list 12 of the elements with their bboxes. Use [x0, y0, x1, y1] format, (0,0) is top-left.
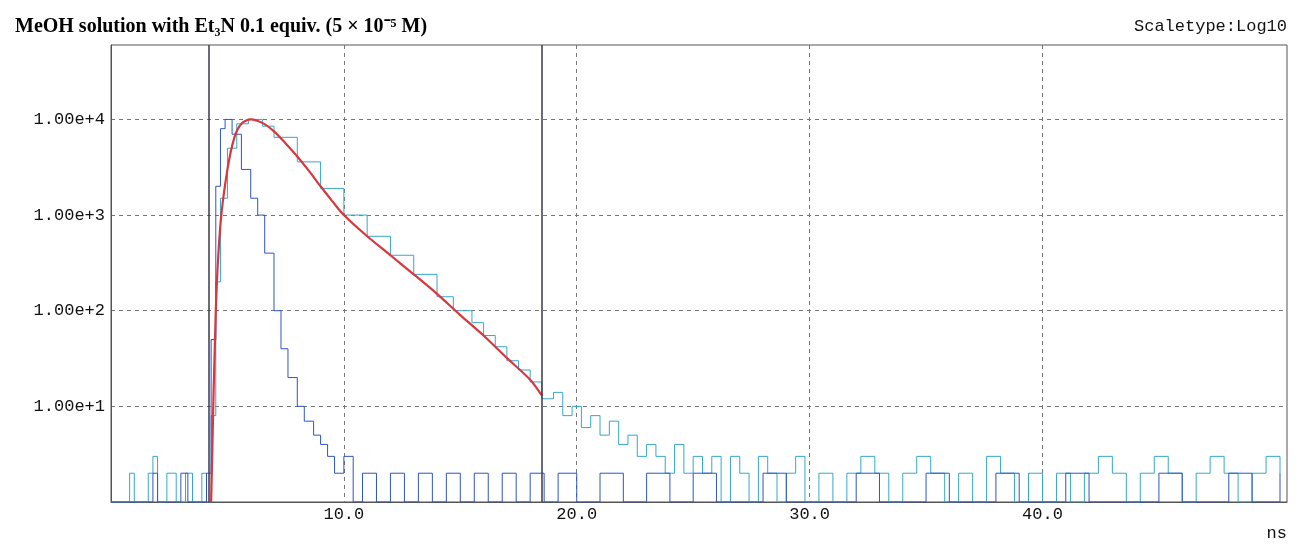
x-tick-label: 20.0 — [556, 505, 598, 524]
text: Scaletype:Log10 — [1133, 17, 1288, 36]
y-tick-label: 1.00e+4 — [33, 109, 105, 129]
y-tick-label: 1.00e+2 — [33, 301, 105, 321]
x-tick-label: 40.0 — [1022, 505, 1063, 524]
y-tick-label: 1.00e+1 — [33, 396, 105, 416]
x-tick-label: 10.0 — [323, 505, 365, 524]
y-tick-label: 1.00e+3 — [33, 205, 105, 225]
x-axis-title: ns — [1266, 524, 1287, 543]
line-series — [210, 118, 543, 504]
chart-title: MeOH solution with Et₃N 0.1 equiv. (5 × 10⁻⁵ M) — [15, 14, 428, 37]
x-tick-label: 30.0 — [789, 505, 831, 524]
